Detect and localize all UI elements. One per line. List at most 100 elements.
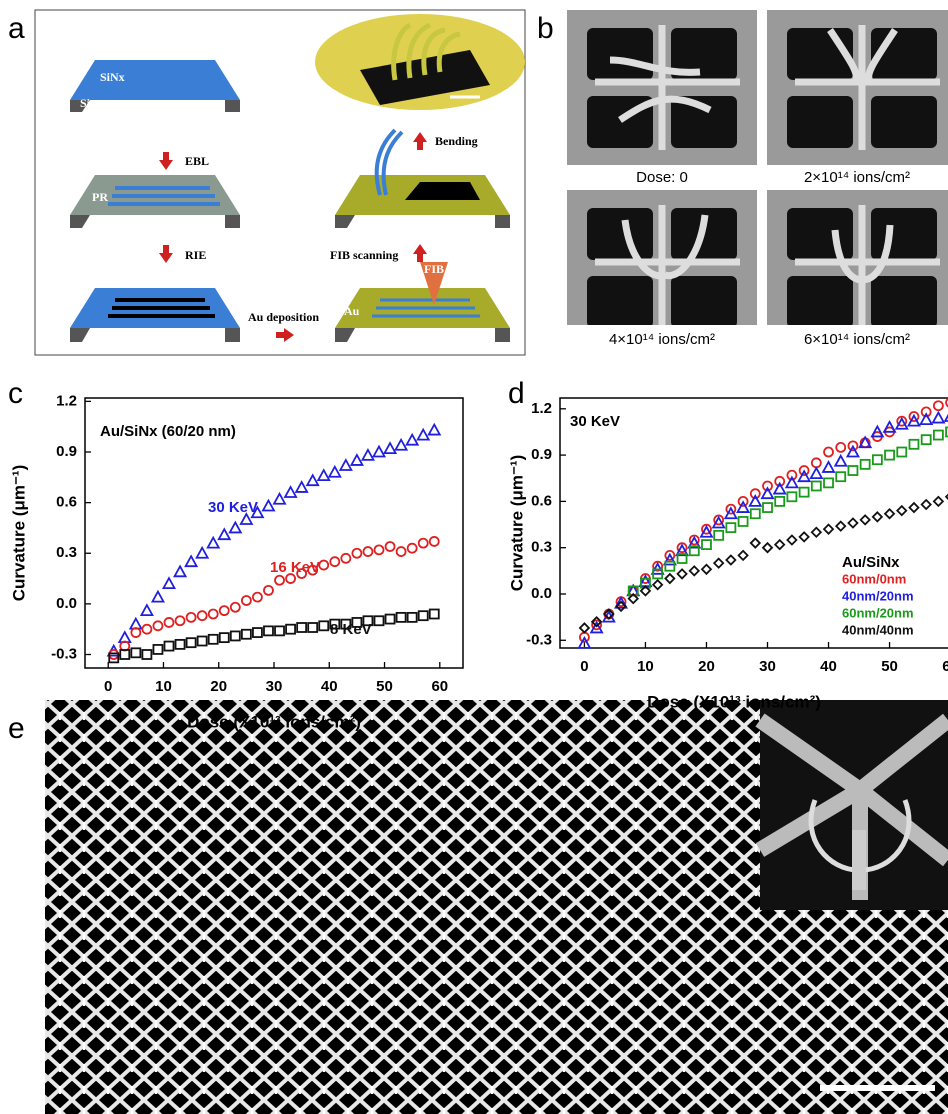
point xyxy=(739,517,748,526)
point xyxy=(175,566,186,576)
point xyxy=(187,638,196,647)
point xyxy=(873,455,882,464)
point xyxy=(386,615,395,624)
point xyxy=(824,478,833,487)
y-tick-label: 0.3 xyxy=(531,539,552,556)
diagram-label: FIB xyxy=(424,262,444,276)
diagram-label: EBL xyxy=(185,154,209,168)
panel-label: b xyxy=(537,12,554,45)
point xyxy=(909,440,918,449)
point xyxy=(152,592,163,602)
point xyxy=(823,462,834,472)
caption: 2×10¹⁴ ions/cm² xyxy=(804,169,910,186)
point xyxy=(397,547,406,556)
y-tick-label: 0.9 xyxy=(56,443,77,460)
point xyxy=(751,509,760,518)
x-tick-label: 40 xyxy=(321,678,338,695)
point xyxy=(800,488,809,497)
point xyxy=(812,528,821,537)
point xyxy=(341,554,350,563)
x-tick-label: 0 xyxy=(104,678,112,695)
point xyxy=(142,650,151,659)
point xyxy=(362,450,373,460)
x-tick-label: 20 xyxy=(698,658,715,675)
point xyxy=(374,447,385,457)
point xyxy=(419,611,428,620)
point xyxy=(775,497,784,506)
point xyxy=(319,621,328,630)
y-tick-label: 1.2 xyxy=(531,400,552,417)
point xyxy=(934,431,943,440)
point xyxy=(297,623,306,632)
panel-label: e xyxy=(8,712,25,745)
diagram-label: SiNx xyxy=(100,70,125,84)
panel-label: c xyxy=(8,377,23,410)
point xyxy=(407,435,418,445)
point xyxy=(242,630,251,639)
series-label: 30 KeV xyxy=(208,499,258,516)
point xyxy=(109,650,118,659)
point xyxy=(934,497,943,506)
point xyxy=(307,475,318,485)
legend-entry: 60nm/20nm xyxy=(842,605,914,620)
point xyxy=(824,525,833,534)
point xyxy=(751,539,760,548)
x-tick-label: 50 xyxy=(881,658,898,675)
point xyxy=(242,596,251,605)
diagram-label: Bending xyxy=(435,134,478,148)
point xyxy=(726,556,735,565)
x-tick-label: 40 xyxy=(820,658,837,675)
diagram-label: Si xyxy=(80,96,91,110)
x-tick-label: 20 xyxy=(210,678,227,695)
point xyxy=(153,645,162,654)
point xyxy=(824,448,833,457)
point xyxy=(775,540,784,549)
point xyxy=(580,623,589,632)
point xyxy=(429,425,440,435)
point xyxy=(231,603,240,612)
series-label: 16 KeV xyxy=(270,559,320,576)
point xyxy=(340,460,351,470)
point xyxy=(922,435,931,444)
bending-image xyxy=(315,14,525,110)
point xyxy=(375,616,384,625)
point xyxy=(922,500,931,509)
point xyxy=(352,549,361,558)
x-axis-label: Dose (X10¹³ ions/cm²) xyxy=(647,692,821,711)
point xyxy=(665,574,674,583)
point xyxy=(835,456,846,466)
point xyxy=(375,545,384,554)
point xyxy=(653,580,662,589)
point xyxy=(714,559,723,568)
point xyxy=(678,569,687,578)
x-tick-label: 30 xyxy=(759,658,776,675)
point xyxy=(739,551,748,560)
sem-image xyxy=(767,190,948,345)
point xyxy=(165,642,174,651)
point xyxy=(186,556,197,566)
point xyxy=(885,451,894,460)
point xyxy=(319,561,328,570)
diagram-label: Au deposition xyxy=(248,310,319,324)
slab-top xyxy=(70,60,240,100)
annotation: Au/SiNx (60/20 nm) xyxy=(100,423,236,440)
point xyxy=(330,557,339,566)
diagram-label: RIE xyxy=(185,248,206,262)
x-tick-label: 60 xyxy=(942,658,948,675)
point xyxy=(230,522,241,532)
point xyxy=(296,482,307,492)
diagram-label: Au xyxy=(344,304,360,318)
point xyxy=(812,481,821,490)
point xyxy=(209,610,218,619)
point xyxy=(208,538,219,548)
point xyxy=(263,501,274,511)
caption: 6×10¹⁴ ions/cm² xyxy=(804,331,910,348)
legend-entry: 40nm/20nm xyxy=(842,588,914,603)
point xyxy=(363,547,372,556)
point xyxy=(397,613,406,622)
point xyxy=(264,626,273,635)
point xyxy=(763,543,772,552)
point xyxy=(726,523,735,532)
y-tick-label: 0.0 xyxy=(531,585,552,602)
point xyxy=(836,472,845,481)
